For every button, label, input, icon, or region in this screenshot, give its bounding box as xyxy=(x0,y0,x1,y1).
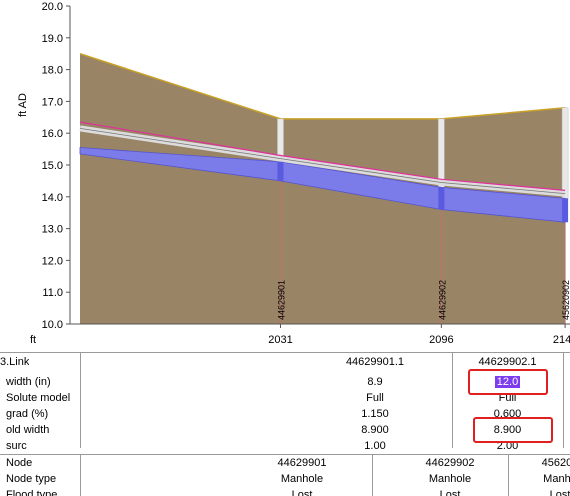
node-id-1[interactable]: 44629901 xyxy=(277,457,327,469)
pipe-joint xyxy=(277,161,284,181)
y-tick-label: 18.0 xyxy=(42,65,63,77)
x-tick-label: 2096 xyxy=(429,334,453,346)
old-width-label: old width xyxy=(6,424,50,436)
node-label: 45620902 xyxy=(561,280,570,320)
y-tick-label: 11.0 xyxy=(42,287,63,299)
node-label: Node xyxy=(6,457,33,469)
link-row-grad: grad (%) 1.150 0.600 xyxy=(0,406,570,422)
old-width-value-2[interactable]: 8.900 xyxy=(493,424,522,436)
highlight-box-width xyxy=(468,369,548,395)
x-tick-label: 2146 xyxy=(553,334,570,346)
old-width-value-1[interactable]: 8.900 xyxy=(361,424,389,436)
y-axis-label: ft AD xyxy=(17,93,29,117)
flood-type-value-2[interactable]: Lost xyxy=(439,489,461,496)
y-tick-label: 16.0 xyxy=(42,128,63,140)
node-type-value-3[interactable]: Manho xyxy=(543,473,570,485)
y-tick-label: 10.0 xyxy=(42,319,63,331)
highlight-box-old-width xyxy=(473,417,553,443)
node-type-value-1[interactable]: Manhole xyxy=(280,473,324,485)
solute-model-label: Solute model xyxy=(6,392,71,404)
node-row-type: Node type Manhole Manhole Manho xyxy=(0,471,570,487)
node-row-id: Node 44629901 44629902 456209 xyxy=(0,455,570,471)
y-tick-label: 14.0 xyxy=(42,192,63,204)
old-pipe-edge xyxy=(79,128,566,194)
link-row-solute: Solute model Full Full xyxy=(0,390,570,406)
link-section-label: 3.Link xyxy=(0,356,30,368)
link-id-2[interactable]: 44629902.1 xyxy=(478,356,537,368)
grad-value-1[interactable]: 1.150 xyxy=(361,408,389,420)
y-tick-label: 17.0 xyxy=(42,96,63,108)
grad-label: grad (%) xyxy=(6,408,49,420)
node-label: 44629902 xyxy=(437,280,447,320)
y-tick-label: 13.0 xyxy=(42,224,63,236)
link-header-row: 3.Link 44629901.1 44629902.1 xyxy=(0,354,570,370)
solute-model-value-2[interactable]: Full xyxy=(498,392,517,404)
solute-model-value-1[interactable]: Full xyxy=(366,392,384,404)
manhole-shaft xyxy=(438,118,445,188)
pipe-joint xyxy=(438,187,445,210)
x-axis-label: ft xyxy=(30,334,36,346)
width-value-2[interactable]: 12.0 xyxy=(455,374,560,390)
long-section-chart: 44629901 44629902 45620902 20.0 19.0 18.0 17.… xyxy=(17,1,570,346)
y-tick-label: 19.0 xyxy=(42,33,63,45)
node-id-3[interactable]: 456209 xyxy=(541,457,570,469)
width-value-1[interactable]: 8.9 xyxy=(367,376,383,388)
node-row-flood: Flood type Lost Lost Lost xyxy=(0,487,570,496)
link-row-old-width: old width 8.900 8.900 xyxy=(0,422,570,438)
y-tick-label: 20.0 xyxy=(42,1,63,13)
link-row-surc: surc 1.00 2.00 xyxy=(0,438,570,454)
flood-type-value-1[interactable]: Lost xyxy=(291,489,313,496)
flood-type-value-3[interactable]: Lost xyxy=(549,489,570,496)
pipe-joint xyxy=(562,198,569,223)
surc-value-2[interactable]: 2.00 xyxy=(496,440,519,452)
link-row-width: width (in) 8.9 12.0 xyxy=(0,374,570,390)
node-id-2[interactable]: 44629902 xyxy=(425,457,475,469)
manhole-shaft xyxy=(561,107,569,199)
y-tick-label: 15.0 xyxy=(42,160,63,172)
node-type-value-2[interactable]: Manhole xyxy=(428,473,472,485)
x-axis-ticks: 2031 2096 2146 xyxy=(268,324,570,346)
hgl-line xyxy=(79,121,566,191)
width-value-2-selected[interactable]: 12.0 xyxy=(494,376,521,388)
surc-label: surc xyxy=(6,440,27,452)
link-id-1[interactable]: 44629901.1 xyxy=(345,356,405,368)
flood-type-label: Flood type xyxy=(6,489,58,496)
surc-value-1[interactable]: 1.00 xyxy=(364,440,386,452)
ground-line xyxy=(79,52,566,120)
pipe-profile xyxy=(79,121,569,223)
node-label: 44629901 xyxy=(276,280,286,320)
x-tick-label: 2031 xyxy=(268,334,292,346)
y-axis-ticks: 20.0 19.0 18.0 17.0 16.0 15.0 14.0 13.0 12.0 11.0… xyxy=(42,1,70,331)
properties-grid: 3.Link 44629901.1 44629902.1 width (in) … xyxy=(0,352,570,496)
node-type-label: Node type xyxy=(6,473,57,485)
y-tick-label: 12.0 xyxy=(42,255,63,267)
width-label: width (in) xyxy=(6,376,51,388)
